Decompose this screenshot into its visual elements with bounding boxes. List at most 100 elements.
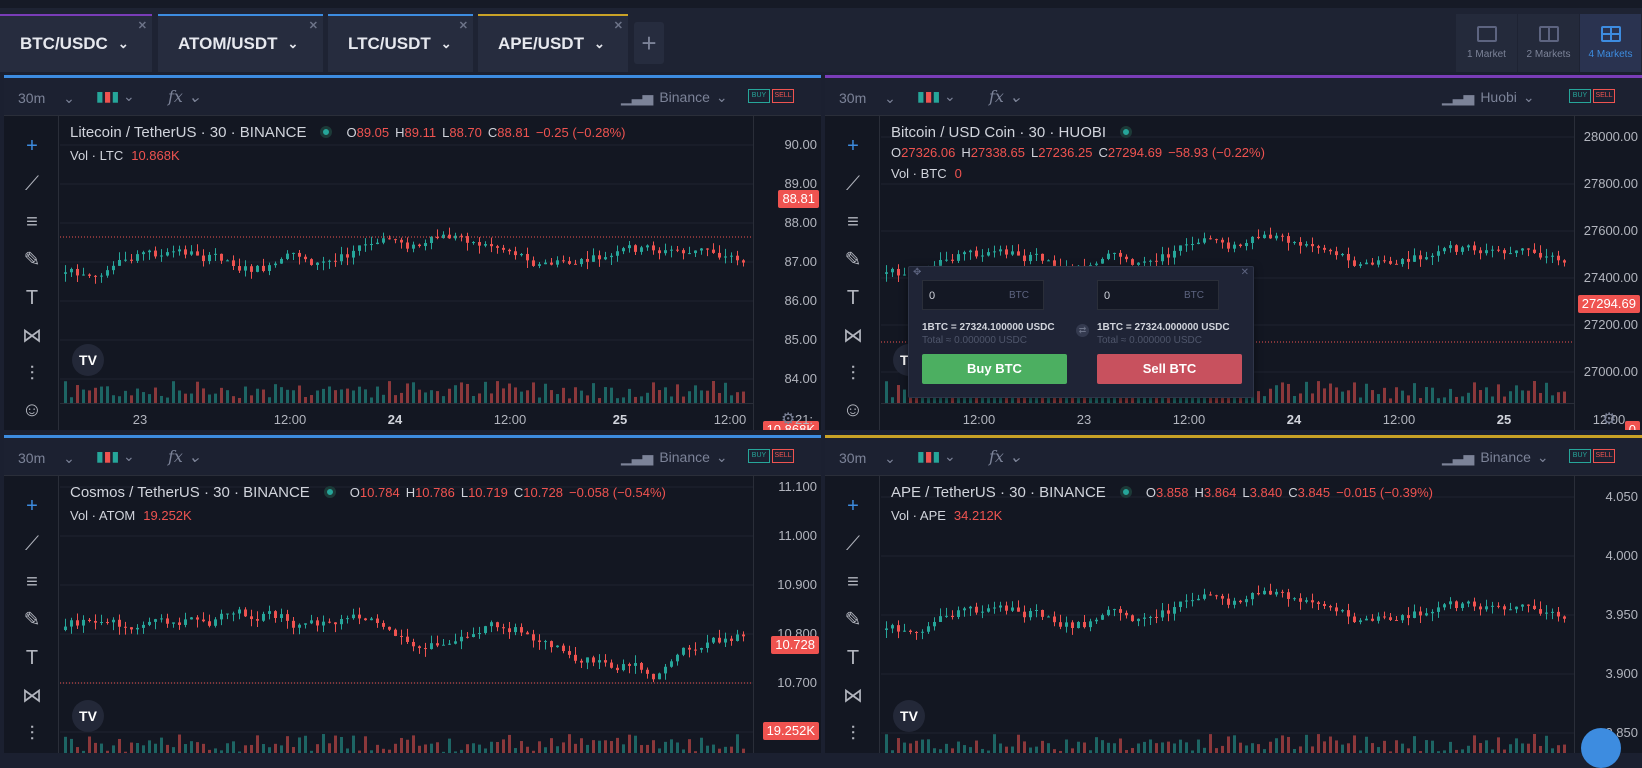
candle-body bbox=[382, 623, 385, 627]
volume-bar bbox=[172, 381, 175, 403]
candle-body bbox=[1539, 609, 1542, 614]
candle-body bbox=[1149, 260, 1152, 262]
price-chart[interactable]: APE / TetherUS · 30 · BINANCE O3.858 H3.86… bbox=[881, 476, 1642, 753]
measure-icon[interactable]: ⫶ bbox=[29, 723, 35, 745]
candles-icon[interactable]: ▮▮▮ ⌄ bbox=[917, 448, 956, 464]
sell-amount-input[interactable]: 0 BTC bbox=[1097, 280, 1219, 310]
measure-icon[interactable]: ⫶ bbox=[850, 723, 856, 745]
volume-bar bbox=[394, 743, 397, 753]
quick-trade-toggle[interactable]: BUY SELL bbox=[748, 449, 794, 464]
timeframe-select[interactable]: 30m bbox=[839, 450, 896, 467]
tab-atom-usdt[interactable]: ATOM/USDT ⌄ ✕ bbox=[158, 14, 323, 72]
fib-lines-icon[interactable]: ≡ bbox=[847, 571, 859, 593]
timeframe-select[interactable]: 30m bbox=[18, 450, 75, 467]
layout-2-markets-button[interactable]: 2 Markets bbox=[1518, 14, 1579, 72]
price-axis[interactable]: 90.00 89.00 88.00 87.00 86.00 85.00 84.00 88.81… bbox=[753, 116, 821, 430]
pattern-icon[interactable]: ⋈ bbox=[843, 325, 863, 347]
brush-icon[interactable]: ✎ bbox=[844, 609, 862, 631]
time-axis[interactable]: 23 12:00 24 12:00 25 12:00 21: bbox=[60, 403, 813, 430]
candle-body bbox=[939, 260, 942, 266]
indicators-icon[interactable]: fx ⌄ bbox=[989, 447, 1023, 466]
indicators-icon[interactable]: fx ⌄ bbox=[168, 447, 202, 466]
price-chart[interactable]: Cosmos / TetherUS · 30 · BINANCE O10.784 H… bbox=[60, 476, 821, 753]
chevron-down-icon[interactable]: ⌄ bbox=[440, 36, 452, 51]
tradingview-logo-icon[interactable]: TV bbox=[893, 700, 925, 732]
crosshair-icon[interactable]: + bbox=[847, 135, 859, 157]
time-axis[interactable]: 12:00 23 12:00 24 12:00 25 12:00 bbox=[881, 403, 1625, 430]
price-axis[interactable]: 28000.00 27800.00 27600.00 27400.00 27200.00… bbox=[1574, 116, 1642, 430]
trend-line-icon[interactable]: ⟋ bbox=[25, 533, 39, 555]
timeframe-select[interactable]: 30m bbox=[18, 90, 75, 107]
exchange-select[interactable]: ▁▃▅ Binance ⌄ bbox=[1442, 449, 1549, 466]
chevron-down-icon[interactable]: ⌄ bbox=[117, 36, 129, 51]
price-axis[interactable]: 4.050 4.000 3.950 3.900 3.850 bbox=[1574, 476, 1642, 753]
indicators-icon[interactable]: fx ⌄ bbox=[989, 87, 1023, 106]
fib-lines-icon[interactable]: ≡ bbox=[26, 211, 38, 233]
trend-line-icon[interactable]: ⟋ bbox=[846, 173, 860, 195]
ohlc-h: 3.864 bbox=[1203, 485, 1237, 500]
price-axis[interactable]: 11.10011.00010.90010.80010.70010.60010.7… bbox=[753, 476, 821, 753]
measure-icon[interactable]: ⫶ bbox=[29, 363, 35, 385]
chat-support-button[interactable] bbox=[1581, 728, 1621, 768]
close-icon[interactable]: ✕ bbox=[1240, 267, 1249, 278]
chevron-down-icon[interactable]: ⌄ bbox=[593, 36, 605, 51]
measure-icon[interactable]: ⫶ bbox=[850, 363, 856, 385]
quick-trade-toggle[interactable]: BUY SELL bbox=[1569, 89, 1615, 104]
candlestick-plot[interactable] bbox=[60, 476, 753, 753]
tab-btc-usdc[interactable]: BTC/USDC ⌄ ✕ bbox=[0, 14, 152, 72]
sell-btc-button[interactable]: Sell BTC bbox=[1097, 354, 1242, 384]
close-icon[interactable]: ✕ bbox=[613, 20, 623, 32]
trend-line-icon[interactable]: ⟋ bbox=[25, 173, 39, 195]
exchange-select[interactable]: ▁▃▅ Huobi ⌄ bbox=[1442, 89, 1535, 106]
tab-ltc-usdt[interactable]: LTC/USDT ⌄ ✕ bbox=[328, 14, 473, 72]
fib-lines-icon[interactable]: ≡ bbox=[26, 571, 38, 593]
add-tab-button[interactable]: + bbox=[634, 22, 664, 64]
pattern-icon[interactable]: ⋈ bbox=[22, 685, 42, 707]
brush-icon[interactable]: ✎ bbox=[23, 609, 41, 631]
price-chart[interactable]: Litecoin / TetherUS · 30 · BINANCE O89.05… bbox=[60, 116, 821, 430]
emoji-icon[interactable]: ☺ bbox=[21, 399, 43, 421]
gear-icon[interactable]: ⚙ bbox=[1602, 411, 1617, 428]
crosshair-icon[interactable]: + bbox=[26, 495, 38, 517]
exchange-select[interactable]: ▁▃▅ Binance ⌄ bbox=[621, 89, 728, 106]
close-icon[interactable]: ✕ bbox=[458, 20, 468, 32]
candlestick-plot[interactable] bbox=[60, 116, 753, 403]
close-icon[interactable]: ✕ bbox=[137, 20, 147, 32]
volume-bar bbox=[1287, 383, 1290, 403]
text-tool-icon[interactable]: T bbox=[846, 647, 860, 669]
emoji-icon[interactable]: ☺ bbox=[842, 399, 864, 421]
exchange-select[interactable]: ▁▃▅ Binance ⌄ bbox=[621, 449, 728, 466]
pattern-icon[interactable]: ⋈ bbox=[843, 685, 863, 707]
tab-ape-usdt[interactable]: APE/USDT ⌄ ✕ bbox=[478, 14, 628, 72]
candles-icon[interactable]: ▮▮▮ ⌄ bbox=[96, 88, 135, 104]
crosshair-icon[interactable]: + bbox=[847, 495, 859, 517]
text-tool-icon[interactable]: T bbox=[846, 287, 860, 309]
quick-trade-toggle[interactable]: BUY SELL bbox=[748, 89, 794, 104]
gear-icon[interactable]: ⚙ bbox=[781, 411, 796, 428]
text-tool-icon[interactable]: T bbox=[25, 647, 39, 669]
trend-line-icon[interactable]: ⟋ bbox=[846, 533, 860, 555]
layout-1-market-button[interactable]: 1 Market bbox=[1456, 14, 1517, 72]
brush-icon[interactable]: ✎ bbox=[23, 249, 41, 271]
tradingview-logo-icon[interactable]: TV bbox=[72, 700, 104, 732]
close-icon[interactable]: ✕ bbox=[308, 20, 318, 32]
text-tool-icon[interactable]: T bbox=[25, 287, 39, 309]
pin-icon[interactable]: ✥ bbox=[913, 267, 922, 278]
fib-lines-icon[interactable]: ≡ bbox=[847, 211, 859, 233]
layout-4-markets-button[interactable]: 4 Markets bbox=[1580, 14, 1641, 72]
indicators-icon[interactable]: fx ⌄ bbox=[168, 87, 202, 106]
volume-bar bbox=[496, 741, 499, 753]
crosshair-icon[interactable]: + bbox=[26, 135, 38, 157]
brush-icon[interactable]: ✎ bbox=[844, 249, 862, 271]
candles-icon[interactable]: ▮▮▮ ⌄ bbox=[917, 88, 956, 104]
buy-btc-button[interactable]: Buy BTC bbox=[922, 354, 1067, 384]
quick-trade-toggle[interactable]: BUY SELL bbox=[1569, 449, 1615, 464]
swap-icon[interactable]: ⇄ bbox=[1076, 324, 1089, 337]
candlestick-plot[interactable] bbox=[881, 476, 1574, 753]
timeframe-select[interactable]: 30m bbox=[839, 90, 896, 107]
candles-icon[interactable]: ▮▮▮ ⌄ bbox=[96, 448, 135, 464]
pattern-icon[interactable]: ⋈ bbox=[22, 325, 42, 347]
chevron-down-icon[interactable]: ⌄ bbox=[287, 36, 299, 51]
buy-amount-input[interactable]: 0 BTC bbox=[922, 280, 1044, 310]
tradingview-logo-icon[interactable]: TV bbox=[72, 344, 104, 376]
